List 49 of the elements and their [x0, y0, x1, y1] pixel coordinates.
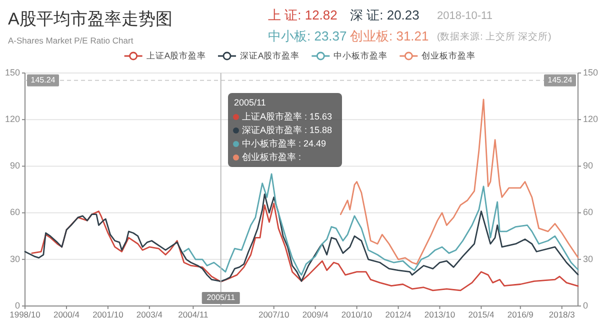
text: 深 证: 20.23	[350, 7, 420, 22]
text: (数据来源: 上交所 深交所)	[437, 30, 552, 43]
line-series	[31, 202, 579, 292]
annotation: 创业板市盈率 :	[242, 152, 302, 162]
legend-label: 创业板市盈率	[422, 50, 476, 60]
y2-tick-label: 120	[583, 114, 598, 124]
x-tick-label: 2003/4	[136, 309, 163, 320]
line-series	[183, 173, 579, 276]
y-tick-label: 0	[14, 300, 20, 310]
x-tick-label: 2004/11	[178, 309, 209, 320]
y-tick-label: 90	[10, 160, 20, 171]
x-tick-label: 2009/4	[302, 309, 329, 320]
x-tick-label: 2018/3	[548, 309, 576, 320]
legend-label: 深证A股市盈率	[240, 50, 300, 60]
y-tick-label: 150	[4, 67, 20, 78]
y2-tick-label: 30	[583, 254, 594, 264]
text: 2018-10-11	[437, 10, 492, 22]
x-tick-label: 2016/9	[507, 309, 534, 320]
x-tick-label: 2000/4	[53, 309, 80, 320]
annotation: 深证A股市盈率 : 15.88	[242, 124, 332, 135]
y-tick-label: 60	[10, 207, 20, 218]
x-tick-label: 2007/10	[258, 309, 290, 320]
text: 上 证: 12.82	[268, 7, 338, 22]
line-series	[24, 193, 579, 282]
legend-label: 上证A股市盈率	[146, 50, 206, 60]
legend-label: 中小板市盈率	[334, 50, 388, 60]
x-tick-label: 2013/10	[424, 309, 456, 320]
annotation: 2005/11	[234, 97, 266, 108]
line-series	[340, 98, 579, 265]
annotation: 上证A股市盈率 : 15.63	[242, 111, 332, 122]
text: 创业板: 31.21	[350, 28, 429, 44]
text: 145.24	[548, 76, 572, 85]
ref-line-label: 145.24	[30, 76, 56, 85]
text: 中小板: 23.37	[268, 28, 347, 44]
y2-tick-label: 150	[583, 67, 598, 78]
chart-title: A股平均市盈率走势图	[8, 9, 172, 28]
y2-tick-label: 90	[583, 160, 594, 171]
chart-subtitle: A-Shares Market P/E Ratio Chart	[8, 35, 134, 46]
y2-tick-label: 60	[583, 207, 594, 218]
x-tick-label: 1998/10	[10, 309, 41, 320]
annotation: 中小板市盈率 : 24.49	[242, 138, 326, 148]
y2-tick-label: 0	[583, 300, 588, 310]
x-tick-label: 2001/10	[92, 309, 124, 320]
y-tick-label: 30	[10, 254, 20, 264]
ref-line-label: 2005/11	[206, 293, 236, 302]
x-tick-label: 2012/4	[385, 309, 412, 320]
x-tick-label: 2010/10	[341, 309, 372, 320]
x-tick-label: 2015/4	[468, 309, 494, 320]
y-tick-label: 120	[4, 114, 20, 124]
